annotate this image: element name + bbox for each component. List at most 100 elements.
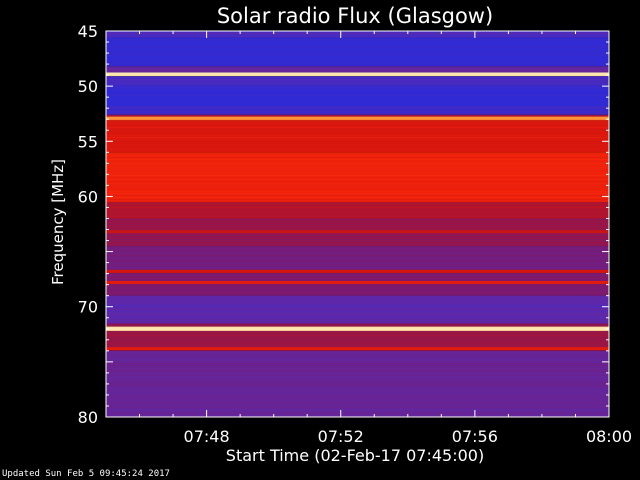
texture-stripe	[106, 183, 609, 184]
texture-stripe	[106, 361, 609, 362]
texture-stripe	[106, 225, 609, 226]
texture-stripe	[106, 49, 609, 50]
texture-stripe	[106, 103, 609, 104]
texture-stripe	[106, 397, 609, 398]
texture-stripe	[106, 221, 609, 222]
texture-stripe	[106, 337, 609, 338]
texture-stripe	[106, 389, 609, 390]
texture-stripe	[106, 375, 609, 376]
texture-stripe	[106, 99, 609, 100]
texture-stripe	[106, 233, 609, 234]
texture-stripe	[106, 53, 609, 54]
texture-stripe	[106, 159, 609, 160]
texture-stripe	[106, 47, 609, 48]
y-tick-label: 55	[78, 132, 98, 151]
texture-stripe	[106, 213, 609, 214]
texture-stripe	[106, 135, 609, 136]
texture-stripe	[106, 131, 609, 132]
texture-stripe	[106, 351, 609, 352]
texture-stripe	[106, 251, 609, 252]
texture-stripe	[106, 55, 609, 56]
texture-stripe	[106, 381, 609, 382]
texture-stripe	[106, 185, 609, 186]
texture-stripe	[106, 219, 609, 220]
emission-line	[106, 269, 609, 273]
texture-stripe	[106, 45, 609, 46]
texture-stripe	[106, 199, 609, 200]
texture-stripe	[106, 379, 609, 380]
texture-stripe	[106, 363, 609, 364]
texture-stripe	[106, 87, 609, 88]
texture-stripe	[106, 377, 609, 378]
texture-stripe	[106, 353, 609, 354]
texture-stripe	[106, 145, 609, 146]
texture-stripe	[106, 155, 609, 156]
texture-stripe	[106, 303, 609, 304]
texture-stripe	[106, 323, 609, 324]
texture-stripe	[106, 325, 609, 326]
texture-stripe	[106, 197, 609, 198]
texture-stripe	[106, 89, 609, 90]
texture-stripe	[106, 85, 609, 86]
texture-stripe	[106, 97, 609, 98]
texture-stripe	[106, 189, 609, 190]
texture-stripe	[106, 249, 609, 250]
texture-stripe	[106, 133, 609, 134]
texture-stripe	[106, 395, 609, 396]
texture-stripe	[106, 255, 609, 256]
emission-line	[106, 347, 609, 351]
texture-stripe	[106, 413, 609, 414]
spectrum-band	[106, 76, 609, 86]
texture-stripe	[106, 149, 609, 150]
texture-stripe	[106, 391, 609, 392]
texture-stripe	[106, 265, 609, 266]
texture-stripe	[106, 153, 609, 154]
texture-stripe	[106, 43, 609, 44]
texture-stripe	[106, 83, 609, 84]
y-axis-label: Frequency [MHz]	[49, 159, 67, 285]
texture-stripe	[106, 181, 609, 182]
texture-stripe	[106, 91, 609, 92]
texture-stripe	[106, 79, 609, 80]
texture-stripe	[106, 387, 609, 388]
texture-stripe	[106, 161, 609, 162]
texture-stripe	[106, 279, 609, 280]
spectrum-band	[106, 31, 609, 38]
texture-stripe	[106, 69, 609, 70]
texture-stripe	[106, 385, 609, 386]
updated-timestamp: Updated Sun Feb 5 09:45:24 2017	[2, 469, 170, 479]
texture-stripe	[106, 157, 609, 158]
texture-stripe	[106, 369, 609, 370]
texture-stripe	[106, 95, 609, 96]
texture-stripe	[106, 165, 609, 166]
texture-stripe	[106, 61, 609, 62]
texture-stripe	[106, 317, 609, 318]
texture-stripe	[106, 193, 609, 194]
emission-line	[106, 230, 609, 234]
texture-stripe	[106, 269, 609, 270]
texture-stripe	[106, 65, 609, 66]
texture-stripe	[106, 359, 609, 360]
texture-stripe	[106, 305, 609, 306]
texture-stripe	[106, 229, 609, 230]
texture-stripe	[106, 237, 609, 238]
texture-stripe	[106, 139, 609, 140]
texture-stripe	[106, 267, 609, 268]
texture-stripe	[106, 263, 609, 264]
texture-stripe	[106, 295, 609, 296]
texture-stripe	[106, 335, 609, 336]
texture-stripe	[106, 111, 609, 112]
texture-stripe	[106, 57, 609, 58]
texture-stripe	[106, 297, 609, 298]
texture-stripe	[106, 105, 609, 106]
emission-line	[106, 116, 609, 120]
texture-stripe	[106, 175, 609, 176]
texture-stripe	[106, 309, 609, 310]
spectrum-band	[106, 201, 609, 219]
texture-stripe	[106, 217, 609, 218]
texture-stripe	[106, 241, 609, 242]
texture-stripe	[106, 409, 609, 410]
texture-stripe	[106, 339, 609, 340]
texture-stripe	[106, 123, 609, 124]
texture-stripe	[106, 259, 609, 260]
